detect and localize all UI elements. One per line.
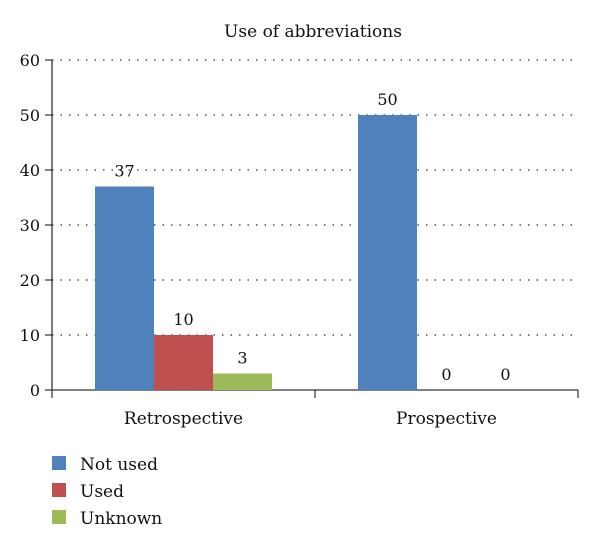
legend: Not used Used Unknown xyxy=(52,455,162,529)
y-tick-label: 40 xyxy=(20,161,40,180)
data-label: 0 xyxy=(441,365,451,384)
data-label: 3 xyxy=(237,349,247,368)
x-category-label: Prospective xyxy=(396,409,497,429)
y-tick-label: 10 xyxy=(20,326,40,345)
data-label: 50 xyxy=(377,90,397,109)
bars xyxy=(95,115,417,390)
x-category-label: Retrospective xyxy=(124,409,243,429)
bar xyxy=(213,373,272,390)
y-tick-label: 20 xyxy=(20,271,40,290)
y-tick-label: 60 xyxy=(20,51,40,70)
y-tick-label: 30 xyxy=(20,216,40,235)
data-label: 37 xyxy=(114,162,134,181)
data-label: 0 xyxy=(500,365,510,384)
bar xyxy=(358,115,417,390)
legend-swatch xyxy=(52,510,66,524)
data-labels: 37 10 3 50 0 0 xyxy=(114,90,510,384)
legend-label: Used xyxy=(80,482,124,502)
legend-swatch xyxy=(52,456,66,470)
y-tick-label: 50 xyxy=(20,106,40,125)
data-label: 10 xyxy=(173,310,193,329)
bar xyxy=(95,186,154,390)
legend-label: Unknown xyxy=(80,509,162,529)
legend-label: Not used xyxy=(80,455,158,475)
y-tick-label: 0 xyxy=(30,381,40,400)
bar xyxy=(154,335,213,390)
legend-swatch xyxy=(52,483,66,497)
chart-title: Use of abbreviations xyxy=(224,22,402,42)
